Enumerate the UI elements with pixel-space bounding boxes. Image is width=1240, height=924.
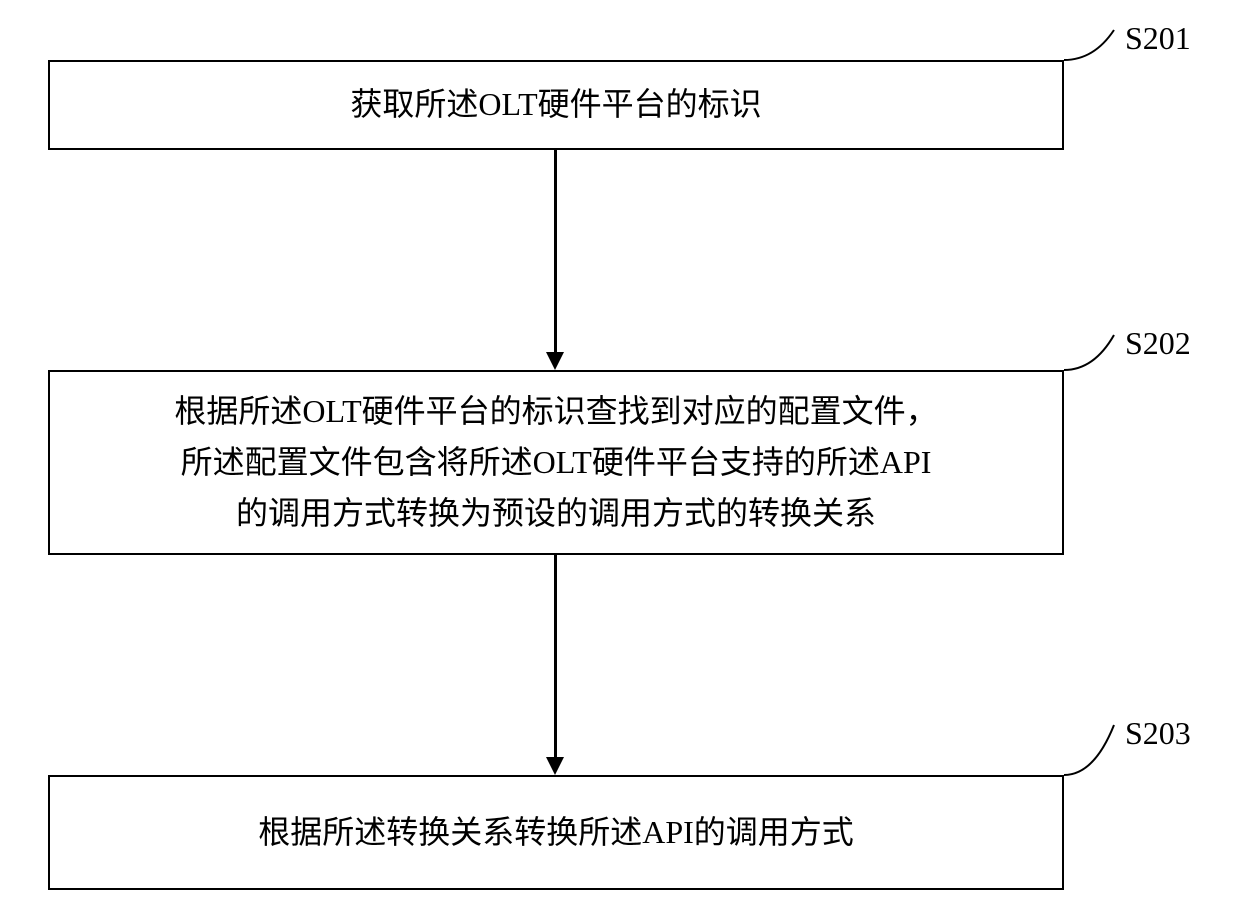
arrow-head-2 [546,757,564,775]
flowchart-step-2: 根据所述OLT硬件平台的标识查找到对应的配置文件，所述配置文件包含将所述OLT硬… [48,370,1064,555]
step-2-label: S202 [1125,325,1191,362]
step-1-text: 获取所述OLT硬件平台的标识 [350,79,761,130]
flowchart-step-1: 获取所述OLT硬件平台的标识 [48,60,1064,150]
step-3-text: 根据所述转换关系转换所述API的调用方式 [258,807,854,858]
step-2-text: 根据所述OLT硬件平台的标识查找到对应的配置文件，所述配置文件包含将所述OLT硬… [174,386,937,540]
step-1-label: S201 [1125,20,1191,57]
flowchart-step-3: 根据所述转换关系转换所述API的调用方式 [48,775,1064,890]
arrow-1-to-2 [554,150,557,352]
connector-curve-1 [1064,20,1134,70]
arrow-2-to-3 [554,555,557,757]
arrow-head-1 [546,352,564,370]
connector-curve-3 [1064,715,1134,785]
connector-curve-2 [1064,325,1134,380]
flowchart-container: 获取所述OLT硬件平台的标识 S201 根据所述OLT硬件平台的标识查找到对应的… [0,0,1240,924]
step-3-label: S203 [1125,715,1191,752]
